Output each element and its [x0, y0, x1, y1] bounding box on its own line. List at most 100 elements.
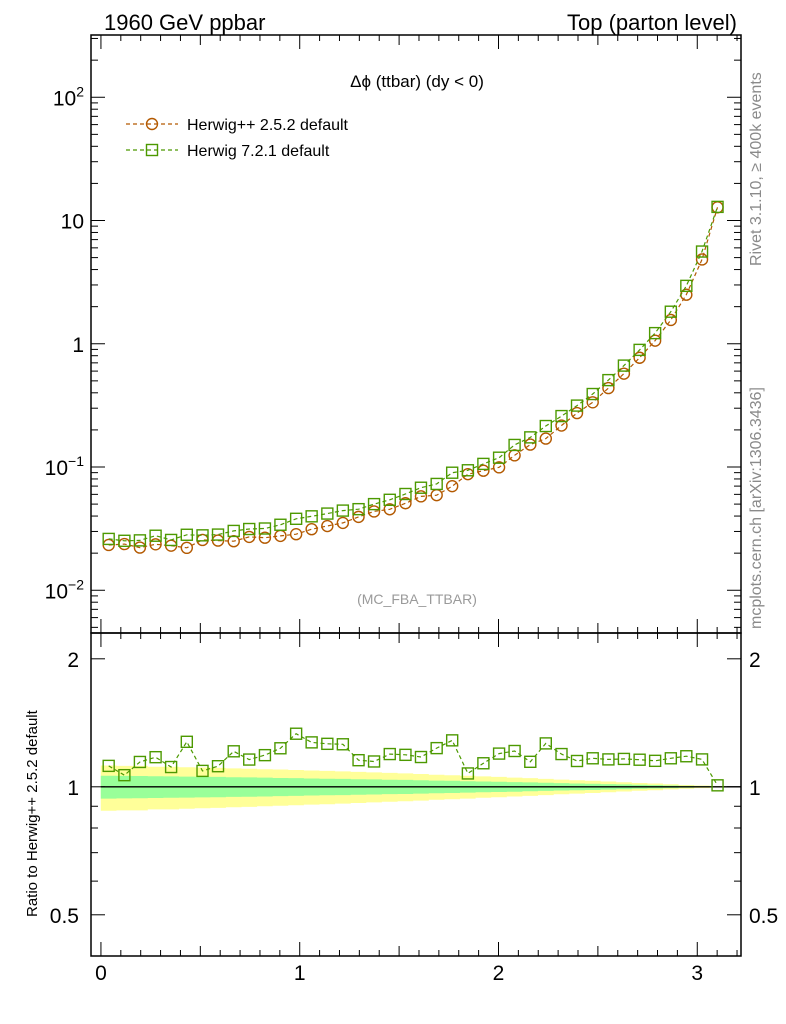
ratio-data-point-square [102, 759, 115, 773]
data-point-circle [352, 510, 365, 524]
data-point-circle [695, 253, 709, 266]
legend-marker-square [145, 143, 159, 157]
data-point-square [399, 487, 412, 501]
ratio-data-point-square [602, 753, 615, 766]
data-point-square [430, 477, 443, 491]
data-point-circle [258, 531, 272, 544]
ratio-data-point-square [305, 736, 318, 749]
data-point-square [664, 305, 678, 318]
ratio-data-point-square [196, 764, 209, 778]
data-point-circle [477, 464, 490, 477]
data-point-circle [414, 490, 428, 503]
main-series-layer [102, 200, 724, 555]
main-y-tick-labels: 10−2 10−1 1 10 102 [45, 83, 85, 603]
data-point-square [461, 464, 475, 477]
data-point-square [477, 457, 490, 471]
data-point-square [711, 200, 724, 214]
x-tick-labels: 0 1 2 3 [95, 962, 703, 985]
ratio-data-point-square [352, 753, 365, 767]
ratio-data-point-square [430, 741, 443, 755]
data-point-square [492, 451, 506, 464]
main-y-tick-label: 102 [53, 83, 84, 110]
data-point-square [164, 533, 178, 547]
data-point-square [383, 493, 396, 506]
ratio-series-line-0 [108, 732, 719, 786]
data-point-circle [399, 497, 412, 510]
main-y-tick-label: 1 [72, 334, 84, 357]
data-point-square [680, 279, 693, 293]
data-point-square [445, 466, 459, 479]
legend-marker-circle [145, 117, 159, 131]
ratio-data-point-square [336, 738, 350, 751]
ratio-data-point-square [243, 753, 256, 766]
ratio-data-point-square [289, 727, 303, 740]
data-point-square [118, 534, 131, 547]
rivet-side-label: Rivet 3.1.10, ≥ 400k events [748, 72, 765, 266]
ratio-data-point-square [664, 752, 678, 765]
ratio-data-point-square [149, 750, 162, 764]
data-point-square [227, 524, 240, 538]
data-point-square [258, 522, 272, 535]
ratio-data-point-square [445, 734, 459, 747]
ratio-data-point-square [227, 745, 240, 758]
x-tick-label: 2 [493, 962, 505, 985]
x-tick-label: 3 [691, 962, 703, 985]
data-point-square [211, 528, 225, 541]
legend-label-herwig7: Herwig 7.2.1 default [187, 143, 330, 160]
data-point-square [149, 529, 162, 542]
data-point-square [367, 497, 381, 511]
data-point-circle [648, 334, 662, 347]
main-y-tick-label: 10 [61, 211, 84, 234]
data-point-circle [336, 516, 350, 530]
data-point-circle [492, 461, 506, 474]
legend: Herwig++ 2.5.2 default Herwig 7.2.1 defa… [126, 117, 349, 160]
data-point-square [524, 431, 537, 444]
data-point-circle [383, 503, 396, 516]
ratio-series-layer [102, 727, 724, 792]
ratio-y-tick-label-right: 2 [749, 649, 761, 672]
ratio-data-point-square [274, 742, 287, 755]
ratio-y-tick-label-left: 2 [67, 649, 79, 672]
main-y-tick-label: 10−2 [45, 576, 85, 603]
ratio-data-point-square [321, 737, 334, 751]
legend-entry-herwigpp: Herwig++ 2.5.2 default [126, 117, 349, 134]
data-point-circle [445, 479, 459, 493]
legend-entry-herwig7: Herwig 7.2.1 default [126, 143, 330, 160]
data-point-circle [570, 406, 584, 420]
data-point-square [133, 534, 147, 547]
ratio-data-point-square [524, 755, 537, 768]
data-point-circle [586, 396, 599, 409]
ratio-data-point-square [555, 747, 568, 761]
data-point-circle [227, 535, 240, 548]
ratio-y-tick-label-left: 0.5 [50, 905, 79, 928]
data-point-square [633, 343, 646, 357]
main-y-tick-label: 10−1 [45, 453, 85, 480]
ratio-uncertainty-bands [100, 765, 741, 811]
ratio-data-point-square [133, 755, 147, 769]
data-point-square [196, 529, 209, 542]
data-point-circle [180, 541, 194, 555]
data-point-circle [617, 367, 631, 380]
data-point-circle [133, 541, 147, 554]
data-point-circle [602, 381, 615, 395]
ratio-data-point-square [508, 744, 521, 758]
ratio-y-tick-label-left: 1 [67, 777, 79, 800]
ratio-data-point-square [680, 750, 693, 763]
ratio-plot-frame [90, 632, 742, 957]
header-left-label: 1960 GeV ppbar [104, 10, 265, 35]
data-point-circle [321, 519, 334, 533]
data-point-square [336, 504, 350, 517]
ratio-data-point-square [539, 737, 553, 750]
main-axis-ticks [91, 35, 741, 633]
ratio-data-point-square [461, 767, 475, 780]
data-point-circle [524, 438, 537, 451]
data-point-circle [289, 527, 303, 541]
data-point-circle [149, 538, 162, 551]
ratio-data-point-square [586, 752, 599, 765]
ratio-data-point-square [633, 753, 646, 766]
ratio-data-point-square [492, 747, 506, 760]
data-point-square [586, 387, 599, 401]
x-tick-label: 1 [294, 962, 306, 985]
data-point-square [352, 502, 365, 516]
ratio-y-axis-label: Ratio to Herwig++ 2.5.2 default [24, 709, 41, 917]
